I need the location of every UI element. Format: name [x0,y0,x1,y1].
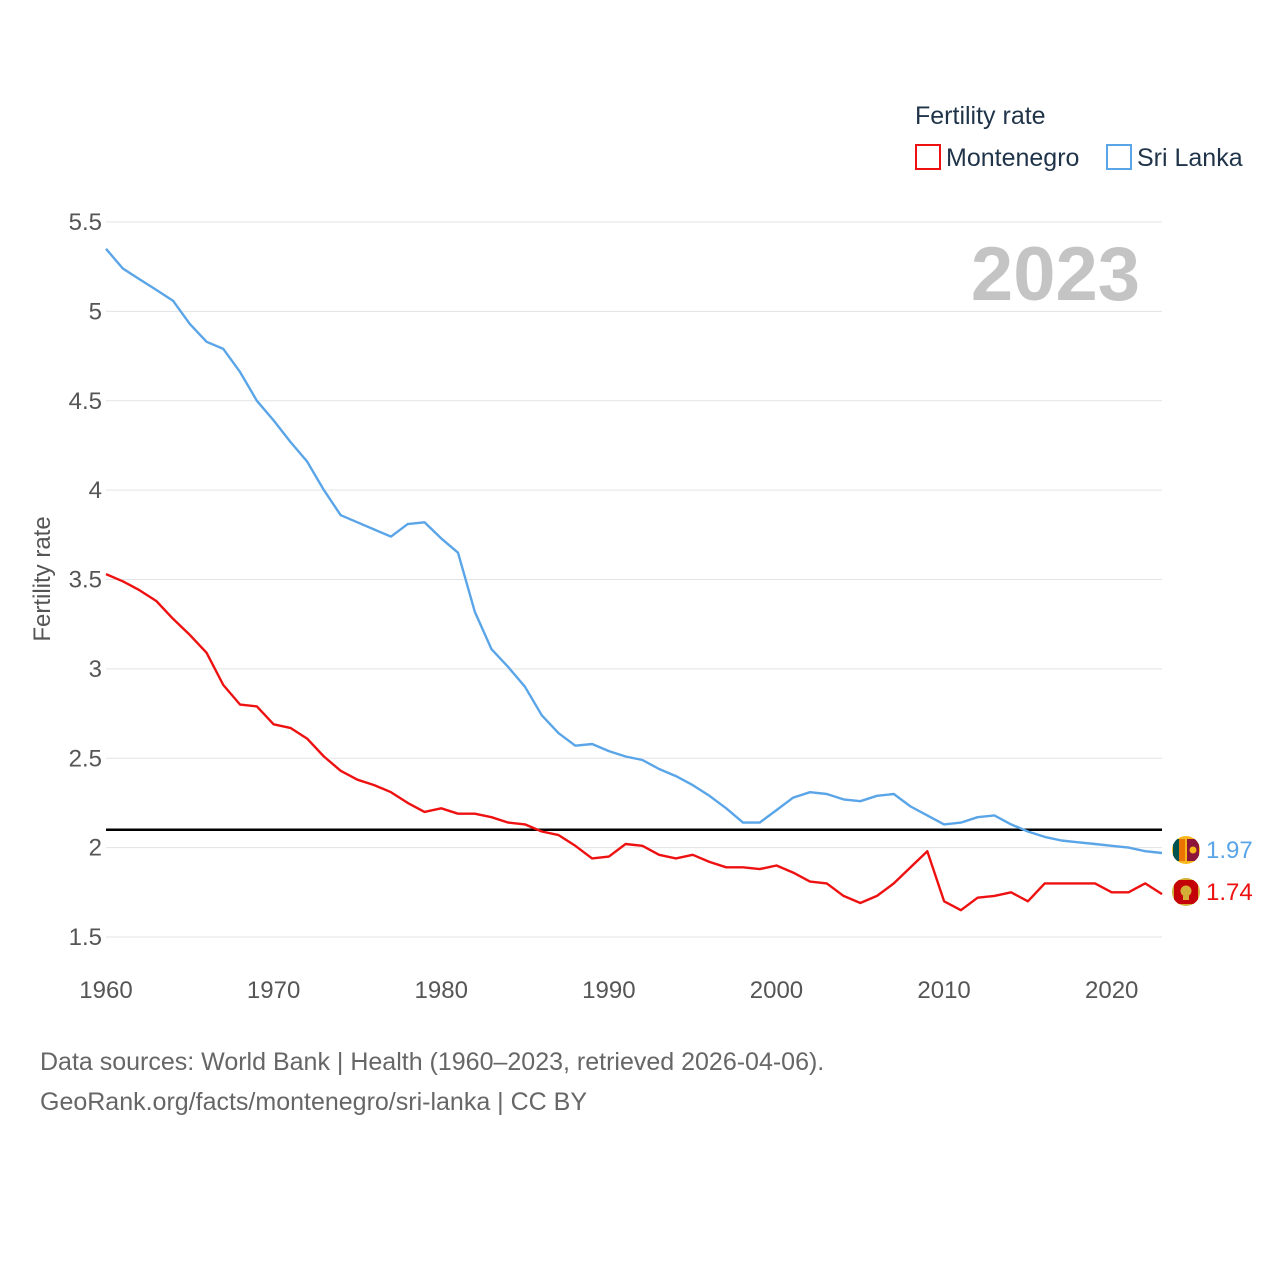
end-value-montenegro: 1.74 [1206,879,1253,906]
y-axis-label: Fertility rate [29,516,56,641]
y-tick-label: 1.5 [69,924,102,951]
year-label: 2023 [971,232,1140,317]
y-tick-label: 3 [89,656,102,683]
end-marker-montenegro: 1.74 [1172,878,1253,906]
x-tick-label: 1970 [247,977,300,1004]
series-line-montenegro [105,572,1163,912]
y-tick-label: 2.5 [69,745,102,772]
end-value-sri-lanka: 1.97 [1206,837,1253,864]
series-line-sri-lanka [105,248,1163,855]
y-tick-label: 5 [89,298,102,325]
legend-title: Fertility rate [915,102,1046,130]
y-tick-label: 3.5 [69,567,102,594]
legend-label-montenegro: Montenegro [946,144,1079,172]
source-link[interactable]: GeoRank.org/facts/montenegro/sri-lanka |… [40,1088,588,1116]
y-tick-label: 5.5 [69,209,102,236]
sri-lanka-flag-icon [1172,836,1200,864]
gridlines [106,221,1162,938]
end-marker-sri-lanka: 1.97 [1172,836,1253,864]
x-tick-label: 2020 [1085,977,1138,1004]
data-sources-text: Data sources: World Bank | Health (1960–… [40,1048,825,1076]
legend: Fertility rate Montenegro Sri Lanka [915,102,1243,172]
x-tick-label: 2000 [750,977,803,1004]
fertility-rate-chart: 1.5 2 2.5 3 3.5 4 4.5 5 5.5 1960 1970 1980 1990 2000… [29,102,1253,1004]
footer: Data sources: World Bank | Health (1960–… [40,1042,824,1122]
x-tick-label: 1980 [415,977,468,1004]
montenegro-flag-icon [1172,878,1200,906]
y-tick-label: 2 [89,835,102,862]
legend-swatch-montenegro [915,144,941,170]
legend-item-montenegro[interactable]: Montenegro [915,144,1079,172]
x-tick-label: 1990 [582,977,635,1004]
x-axis-ticks: 1960 1970 1980 1990 2000 2010 2020 [79,977,1138,1004]
x-tick-label: 1960 [79,977,132,1004]
legend-swatch-sri-lanka [1106,144,1132,170]
legend-label-sri-lanka: Sri Lanka [1137,144,1243,172]
x-tick-label: 2010 [917,977,970,1004]
y-tick-label: 4.5 [69,388,102,415]
y-axis-ticks: 1.5 2 2.5 3 3.5 4 4.5 5 5.5 [69,209,102,951]
y-tick-label: 4 [89,477,102,504]
legend-item-sri-lanka[interactable]: Sri Lanka [1106,144,1243,172]
series-lines [105,248,1163,912]
